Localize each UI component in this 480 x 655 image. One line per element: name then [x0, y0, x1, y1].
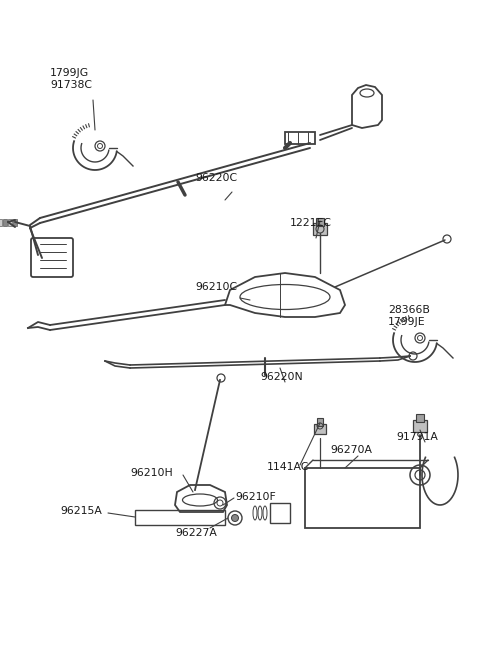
- Bar: [416, 414, 424, 422]
- Text: 91791A: 91791A: [396, 432, 438, 442]
- Bar: [316, 218, 324, 226]
- Text: 96270A: 96270A: [330, 445, 372, 455]
- Text: 96227A: 96227A: [175, 528, 217, 538]
- Circle shape: [231, 514, 239, 521]
- Text: 28366B
1799JE: 28366B 1799JE: [388, 305, 430, 327]
- Bar: [285, 132, 315, 144]
- Text: 1141AC: 1141AC: [267, 462, 310, 472]
- Bar: [305, 468, 420, 528]
- Bar: [317, 418, 323, 426]
- Bar: [270, 503, 290, 523]
- Bar: [3, 219, 7, 226]
- Bar: [413, 420, 427, 432]
- Bar: [313, 223, 327, 235]
- Text: 96215A: 96215A: [60, 506, 102, 516]
- Bar: [314, 424, 326, 434]
- Text: 1799JG
91738C: 1799JG 91738C: [50, 68, 92, 90]
- Text: 96210C: 96210C: [195, 282, 237, 292]
- Bar: [8, 219, 12, 226]
- Text: 1221EC: 1221EC: [290, 218, 332, 228]
- Bar: [13, 219, 17, 226]
- Text: 96220C: 96220C: [195, 173, 237, 183]
- Text: 96220N: 96220N: [260, 372, 303, 382]
- Bar: [135, 510, 225, 525]
- Bar: [0, 219, 2, 226]
- Text: 96210H: 96210H: [130, 468, 173, 478]
- Text: 96210F: 96210F: [235, 492, 276, 502]
